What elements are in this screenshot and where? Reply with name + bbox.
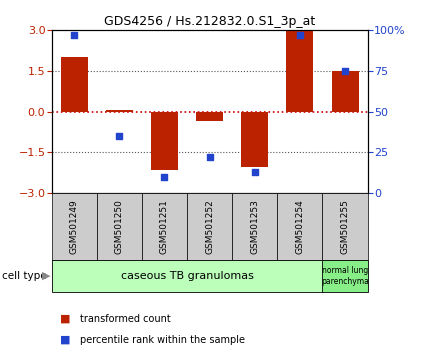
- Bar: [322, 193, 368, 260]
- Text: GSM501250: GSM501250: [115, 199, 124, 254]
- Bar: [61, 57, 88, 112]
- Bar: [232, 193, 277, 260]
- Title: GDS4256 / Hs.212832.0.S1_3p_at: GDS4256 / Hs.212832.0.S1_3p_at: [104, 15, 315, 28]
- Point: [251, 169, 258, 175]
- Text: normal lung
parenchyma: normal lung parenchyma: [321, 267, 369, 286]
- Text: transformed count: transformed count: [80, 314, 170, 324]
- Text: ▶: ▶: [42, 271, 51, 281]
- Bar: [277, 193, 322, 260]
- Text: GSM501252: GSM501252: [205, 199, 214, 254]
- Bar: [332, 71, 359, 112]
- Bar: [241, 112, 268, 167]
- Point: [116, 133, 123, 139]
- Text: GSM501253: GSM501253: [250, 199, 259, 254]
- Bar: [322, 260, 368, 292]
- Bar: [196, 112, 223, 121]
- Point: [296, 32, 303, 38]
- Text: ■: ■: [60, 335, 71, 345]
- Text: GSM501249: GSM501249: [70, 199, 79, 254]
- Bar: [106, 110, 133, 112]
- Point: [71, 32, 77, 38]
- Point: [206, 154, 213, 160]
- Text: GSM501255: GSM501255: [341, 199, 350, 254]
- Text: caseous TB granulomas: caseous TB granulomas: [120, 271, 254, 281]
- Bar: [187, 193, 232, 260]
- Text: ■: ■: [60, 314, 71, 324]
- Bar: [52, 193, 97, 260]
- Text: GSM501251: GSM501251: [160, 199, 169, 254]
- Bar: [286, 30, 313, 112]
- Bar: [142, 193, 187, 260]
- Bar: [97, 193, 142, 260]
- Point: [341, 68, 348, 74]
- Bar: [52, 260, 322, 292]
- Point: [161, 174, 168, 179]
- Text: cell type: cell type: [2, 271, 47, 281]
- Text: percentile rank within the sample: percentile rank within the sample: [80, 335, 245, 345]
- Bar: [151, 112, 178, 170]
- Text: GSM501254: GSM501254: [295, 199, 304, 254]
